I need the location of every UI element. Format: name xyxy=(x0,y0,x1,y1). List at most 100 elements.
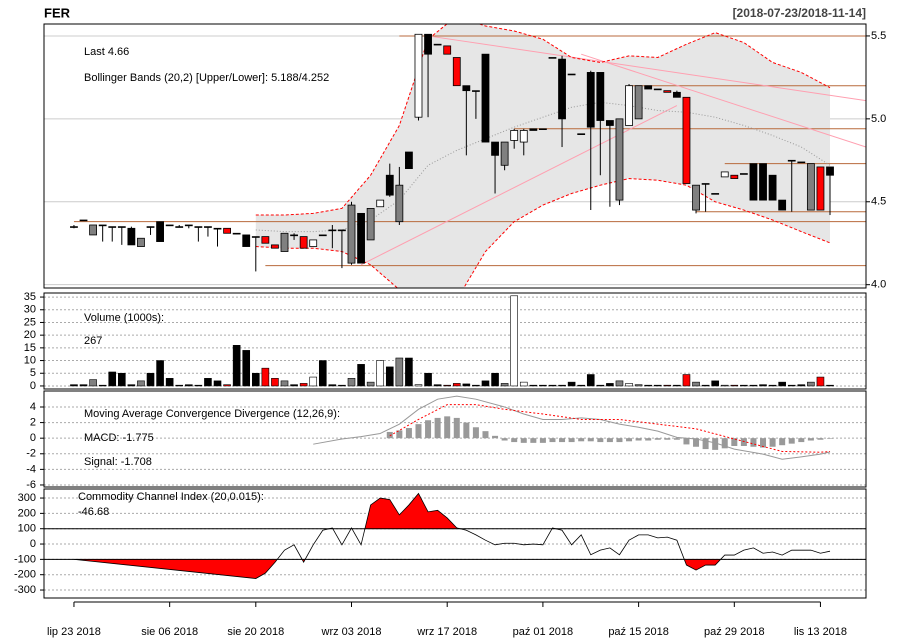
y-tick-label: -2 xyxy=(26,448,36,460)
volume-bar xyxy=(98,384,107,387)
trend-line xyxy=(427,35,866,102)
volume-bar xyxy=(577,384,585,387)
volume-bar xyxy=(768,384,777,387)
panel-plot xyxy=(70,295,834,387)
volume-bar xyxy=(395,357,404,387)
candle-body xyxy=(749,163,758,201)
volume-bar xyxy=(280,380,289,387)
volume-bar xyxy=(309,376,318,387)
volume-bar xyxy=(596,384,605,387)
y-tick-label: 10 xyxy=(24,354,36,366)
volume-bar xyxy=(606,383,614,387)
candle-body xyxy=(338,229,346,232)
volume-bar xyxy=(787,384,796,387)
candle-body xyxy=(204,226,212,228)
histogram-bar xyxy=(386,431,393,439)
candle-body xyxy=(165,224,174,227)
candle-body xyxy=(615,118,624,201)
volume-bar xyxy=(462,383,471,387)
volume-bar xyxy=(89,379,97,387)
y-tick-label: 25 xyxy=(24,316,36,328)
volume-bar xyxy=(519,381,528,387)
candle-body xyxy=(768,174,777,201)
volume-bar xyxy=(720,384,729,387)
candle-body xyxy=(720,171,729,178)
x-tick-label: lis 13 2018 xyxy=(794,626,847,638)
candle-body xyxy=(280,232,289,252)
candle-body xyxy=(567,73,576,76)
y-tick-label: 2 xyxy=(30,416,36,428)
y-tick-label: 4.5 xyxy=(871,196,886,208)
candle-body xyxy=(89,224,97,236)
histogram-bar xyxy=(740,438,747,446)
candle-body xyxy=(452,57,461,87)
volume-bar xyxy=(558,384,566,387)
panel-frame xyxy=(43,488,867,599)
volume-bar xyxy=(807,381,815,387)
volume-bar xyxy=(567,381,576,387)
volume-bar xyxy=(79,384,88,387)
candle-body xyxy=(586,72,595,128)
volume-bar xyxy=(347,378,356,387)
candle-body xyxy=(261,236,270,244)
histogram-bar xyxy=(482,431,489,439)
volume-bar xyxy=(500,383,509,387)
volume-bar xyxy=(165,378,174,387)
volume-bar xyxy=(692,381,700,387)
volume-bar xyxy=(682,374,691,387)
volume-bar xyxy=(491,372,499,387)
volume-bar xyxy=(644,384,652,387)
candle-body xyxy=(127,227,136,246)
histogram-bar xyxy=(549,438,556,443)
y-tick-label: 15 xyxy=(24,342,36,354)
histogram-bar xyxy=(702,438,709,450)
histogram-bar xyxy=(664,438,671,440)
volume-bar xyxy=(778,381,786,387)
histogram-bar xyxy=(520,438,527,443)
x-tick-label: wrz 03 2018 xyxy=(321,626,382,638)
panel-plot xyxy=(70,24,866,288)
histogram-bar xyxy=(501,438,508,441)
x-tick-label: paź 29 2018 xyxy=(704,626,765,638)
volume-bar xyxy=(634,384,643,387)
candle-body xyxy=(290,234,298,237)
candle-body xyxy=(701,183,710,185)
candle-body xyxy=(682,96,691,184)
volume-bar xyxy=(299,383,308,387)
candle-body xyxy=(577,133,586,135)
candle-body xyxy=(299,236,308,249)
candle-body xyxy=(414,33,423,118)
x-tick-label: sie 06 2018 xyxy=(141,626,198,638)
volume-bar xyxy=(175,384,184,387)
candle-body xyxy=(797,161,806,164)
volume-bar xyxy=(318,360,327,387)
y-tick-label: -300 xyxy=(14,584,36,596)
candle-body xyxy=(548,57,557,59)
x-tick-label: wrz 17 2018 xyxy=(416,626,477,638)
volume-bar xyxy=(232,345,241,387)
volume-bar xyxy=(615,380,624,387)
candle-body xyxy=(146,226,155,228)
cci-fill xyxy=(73,559,721,579)
y-tick-label: -200 xyxy=(14,569,36,581)
histogram-bar xyxy=(396,430,403,439)
volume-bar xyxy=(338,384,346,387)
volume-bar xyxy=(146,372,155,387)
histogram-bar xyxy=(444,416,451,439)
candle-body xyxy=(730,174,739,179)
volume-bar xyxy=(357,364,365,387)
volume-bar xyxy=(586,374,595,387)
band-upper xyxy=(255,24,831,216)
candle-body xyxy=(596,72,605,121)
histogram-bar xyxy=(559,438,566,443)
volume-bar xyxy=(405,357,413,387)
histogram-bar xyxy=(721,438,728,449)
candle-body xyxy=(79,219,88,222)
volume-bar xyxy=(481,380,490,387)
histogram-bar xyxy=(827,438,834,439)
candle-body xyxy=(184,224,193,227)
candle-body xyxy=(347,204,356,264)
y-tick-label: 5 xyxy=(30,367,36,379)
histogram-bar xyxy=(779,438,786,446)
